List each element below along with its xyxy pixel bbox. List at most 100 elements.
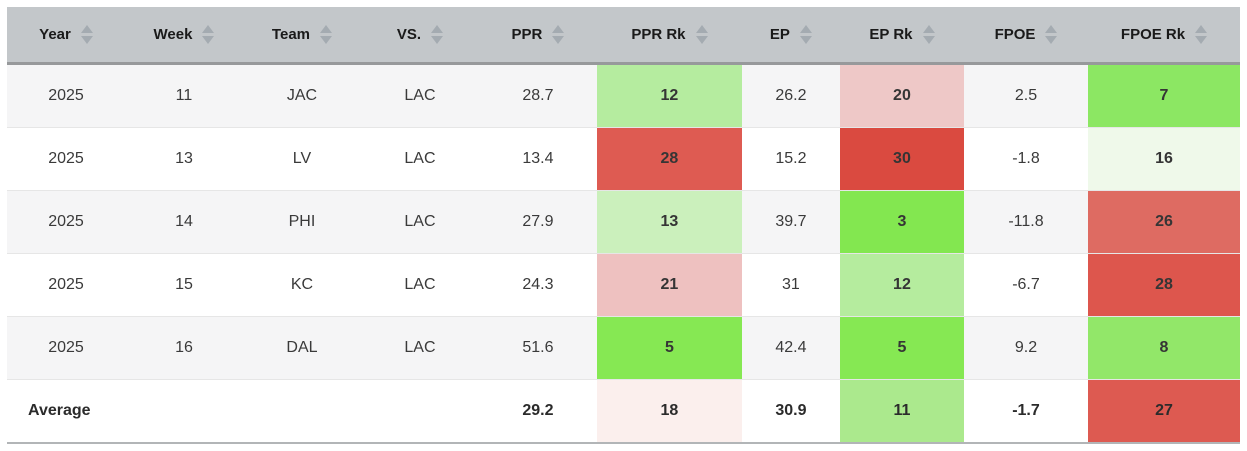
- ep-cell: 31: [741, 253, 840, 317]
- ep-rank-cell: 3: [839, 190, 964, 254]
- vs-cell: [360, 379, 479, 443]
- week-cell: 13: [124, 127, 243, 191]
- sort-arrows-icon[interactable]: [202, 25, 215, 44]
- fpoe-rank-cell: 8: [1088, 316, 1240, 380]
- year-cell: 2025: [7, 63, 125, 128]
- sort-arrows-icon[interactable]: [80, 25, 93, 44]
- ep-cell: 39.7: [741, 190, 840, 254]
- ppr-average-cell: 29.2: [478, 379, 597, 443]
- ppr-rank-cell: 5: [596, 316, 742, 380]
- ep-rank-cell: 20: [839, 63, 964, 128]
- column-header-ppr[interactable]: PPR: [478, 7, 597, 65]
- table-row: 2025 13 LV LAC 13.4 28 15.2 30 -1.8 16: [7, 127, 1240, 191]
- column-header-year[interactable]: Year: [7, 7, 125, 65]
- sort-arrows-icon[interactable]: [799, 25, 812, 44]
- vs-cell: LAC: [360, 316, 479, 380]
- column-header-team[interactable]: Team: [242, 7, 361, 65]
- ppr-rank-average-cell: 18: [596, 379, 742, 443]
- player-game-log-table: Year Week Team: [7, 7, 1240, 444]
- column-header-week[interactable]: Week: [124, 7, 243, 65]
- column-label: EP: [769, 26, 790, 43]
- fpoe-rank-cell: 28: [1088, 253, 1240, 317]
- column-label: Year: [39, 26, 71, 43]
- sort-arrows-icon[interactable]: [695, 25, 708, 44]
- fpoe-cell: 2.5: [963, 63, 1088, 128]
- week-cell: 15: [124, 253, 243, 317]
- table-row: 2025 14 PHI LAC 27.9 13 39.7 3 -11.8 26: [7, 190, 1240, 254]
- ep-rank-cell: 30: [839, 127, 964, 191]
- fpoe-rank-cell: 16: [1088, 127, 1240, 191]
- ep-cell: 26.2: [741, 63, 840, 128]
- ep-average-cell: 30.9: [741, 379, 840, 443]
- table-row: 2025 11 JAC LAC 28.7 12 26.2 20 2.5 7: [7, 63, 1240, 128]
- ppr-cell: 24.3: [478, 253, 597, 317]
- column-label: Team: [271, 26, 310, 43]
- sort-arrows-icon[interactable]: [1045, 25, 1058, 44]
- column-header-fpoe-rk[interactable]: FPOE Rk: [1088, 7, 1240, 65]
- fpoe-rank-cell: 7: [1088, 63, 1240, 128]
- fpoe-cell: -11.8: [963, 190, 1088, 254]
- column-header-vs[interactable]: VS.: [360, 7, 479, 65]
- sort-arrows-icon[interactable]: [431, 25, 444, 44]
- column-label: FPOE: [994, 26, 1036, 43]
- column-header-ep[interactable]: EP: [741, 7, 840, 65]
- header-row: Year Week Team: [7, 7, 1240, 65]
- fpoe-cell: 9.2: [963, 316, 1088, 380]
- column-header-ppr-rk[interactable]: PPR Rk: [596, 7, 742, 65]
- table-body: 2025 11 JAC LAC 28.7 12 26.2 20 2.5 7 20…: [7, 63, 1240, 443]
- average-label: Average: [7, 379, 125, 443]
- column-label: PPR Rk: [631, 26, 686, 43]
- week-cell: 16: [124, 316, 243, 380]
- year-cell: 2025: [7, 253, 125, 317]
- week-cell: [124, 379, 243, 443]
- table-row: 2025 15 KC LAC 24.3 21 31 12 -6.7 28: [7, 253, 1240, 317]
- ep-rank-cell: 12: [839, 253, 964, 317]
- ppr-rank-cell: 13: [596, 190, 742, 254]
- ppr-rank-cell: 21: [596, 253, 742, 317]
- ppr-cell: 27.9: [478, 190, 597, 254]
- ep-cell: 15.2: [741, 127, 840, 191]
- fpoe-rank-average-cell: 27: [1088, 379, 1240, 443]
- ppr-rank-cell: 12: [596, 63, 742, 128]
- column-label: VS.: [396, 26, 422, 43]
- fpoe-cell: -1.8: [963, 127, 1088, 191]
- column-label: PPR: [511, 26, 543, 43]
- team-cell: JAC: [242, 63, 361, 128]
- sort-arrows-icon[interactable]: [320, 25, 332, 44]
- team-cell: PHI: [242, 190, 361, 254]
- team-cell: [242, 379, 361, 443]
- team-cell: KC: [242, 253, 361, 317]
- vs-cell: LAC: [360, 127, 479, 191]
- ppr-cell: 28.7: [478, 63, 597, 128]
- vs-cell: LAC: [360, 63, 479, 128]
- sort-arrows-icon[interactable]: [552, 25, 565, 44]
- sort-arrows-icon[interactable]: [1195, 25, 1208, 44]
- fpoe-average-cell: -1.7: [963, 379, 1088, 443]
- vs-cell: LAC: [360, 253, 479, 317]
- team-cell: LV: [242, 127, 361, 191]
- ep-cell: 42.4: [741, 316, 840, 380]
- average-row: Average 29.2 18 30.9 11 -1.7 27: [7, 379, 1240, 443]
- column-header-ep-rk[interactable]: EP Rk: [839, 7, 964, 65]
- fpoe-cell: -6.7: [963, 253, 1088, 317]
- table-header: Year Week Team: [7, 7, 1240, 65]
- team-cell: DAL: [242, 316, 361, 380]
- year-cell: 2025: [7, 190, 125, 254]
- column-label: FPOE Rk: [1120, 26, 1186, 43]
- sort-arrows-icon[interactable]: [922, 25, 935, 44]
- ppr-cell: 13.4: [478, 127, 597, 191]
- ep-rank-average-cell: 11: [839, 379, 964, 443]
- fpoe-rank-cell: 26: [1088, 190, 1240, 254]
- vs-cell: LAC: [360, 190, 479, 254]
- column-label: EP Rk: [869, 26, 913, 43]
- column-label: Week: [153, 26, 193, 43]
- column-header-fpoe[interactable]: FPOE: [963, 7, 1088, 65]
- ep-rank-cell: 5: [839, 316, 964, 380]
- year-cell: 2025: [7, 316, 125, 380]
- year-cell: 2025: [7, 127, 125, 191]
- week-cell: 11: [124, 63, 243, 128]
- ppr-cell: 51.6: [478, 316, 597, 380]
- ppr-rank-cell: 28: [596, 127, 742, 191]
- table-row: 2025 16 DAL LAC 51.6 5 42.4 5 9.2 8: [7, 316, 1240, 380]
